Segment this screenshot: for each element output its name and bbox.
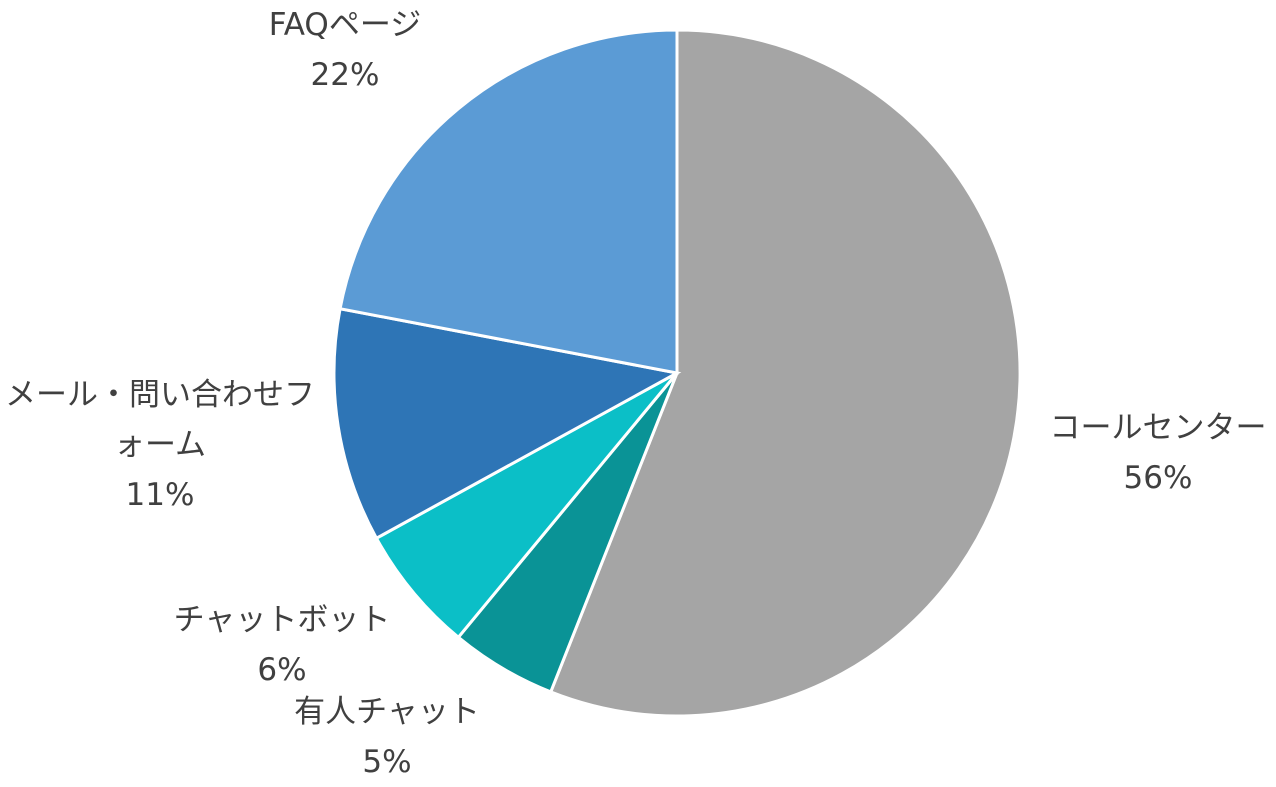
value-label: 6% <box>257 652 307 688</box>
category-label: コールセンター <box>1049 410 1267 446</box>
value-label: 11% <box>125 477 195 513</box>
slice-label: 有人チャット 5% <box>232 687 542 787</box>
value-label: 5% <box>362 744 412 780</box>
category-label: チャットボット <box>173 602 391 638</box>
pie-slice <box>374 371 679 640</box>
pie-slice <box>548 28 1022 718</box>
slice-label: コールセンター 56% <box>1003 403 1276 503</box>
value-label: 56% <box>1123 460 1193 496</box>
slice-label: チャットボット 6% <box>127 595 437 695</box>
slice-label: FAQページ 22% <box>190 0 500 100</box>
category-label: 有人チャット <box>294 694 480 730</box>
slice-label: メール・問い合わせフォーム 11% <box>5 370 315 520</box>
category-label: メール・問い合わせフォーム <box>5 377 315 463</box>
pie-slice <box>332 306 682 541</box>
category-label: FAQページ <box>268 7 422 43</box>
value-label: 22% <box>310 57 380 93</box>
pie-slice <box>338 28 679 375</box>
